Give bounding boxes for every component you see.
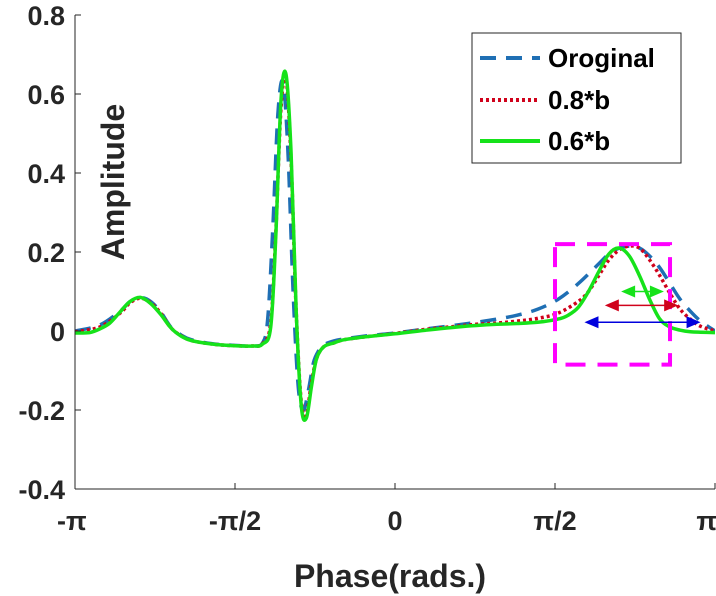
width-arrow (604, 299, 679, 312)
y-tick-label: -0.4 (18, 475, 65, 505)
x-tick-label: -π (57, 506, 87, 536)
y-tick-label: 0.8 (27, 1, 65, 31)
width-arrow (584, 316, 701, 329)
legend-label-oroginal: Oroginal (548, 43, 655, 73)
y-tick-label: 0.6 (27, 80, 65, 110)
width-arrow-head-right (649, 285, 664, 298)
x-tick-label: -π/2 (209, 506, 261, 536)
y-tick-label: 0 (50, 317, 65, 347)
x-tick-label: 0 (387, 506, 402, 536)
y-tick-label: 0.4 (27, 159, 65, 189)
width-arrow-head-right (664, 299, 679, 312)
x-tick-label: π (696, 506, 716, 536)
width-arrow-head-right (686, 316, 701, 329)
width-arrow-head-left (621, 285, 636, 298)
width-arrow (621, 285, 664, 298)
x-axis-label: Phase(rads.) (294, 558, 486, 594)
legend-label-0-6b: 0.6*b (548, 126, 610, 156)
width-arrow-head-left (584, 316, 599, 329)
legend: Oroginal 0.8*b 0.6*b (471, 32, 682, 164)
y-axis-label: Amplitude (95, 104, 131, 260)
x-tick-label: π/2 (533, 506, 576, 536)
legend-label-0-8b: 0.8*b (548, 85, 610, 115)
y-tick-label: 0.2 (27, 238, 65, 268)
series-line-0-6-b (75, 69, 715, 423)
width-arrow-head-left (604, 299, 619, 312)
y-tick-label: -0.2 (18, 396, 65, 426)
